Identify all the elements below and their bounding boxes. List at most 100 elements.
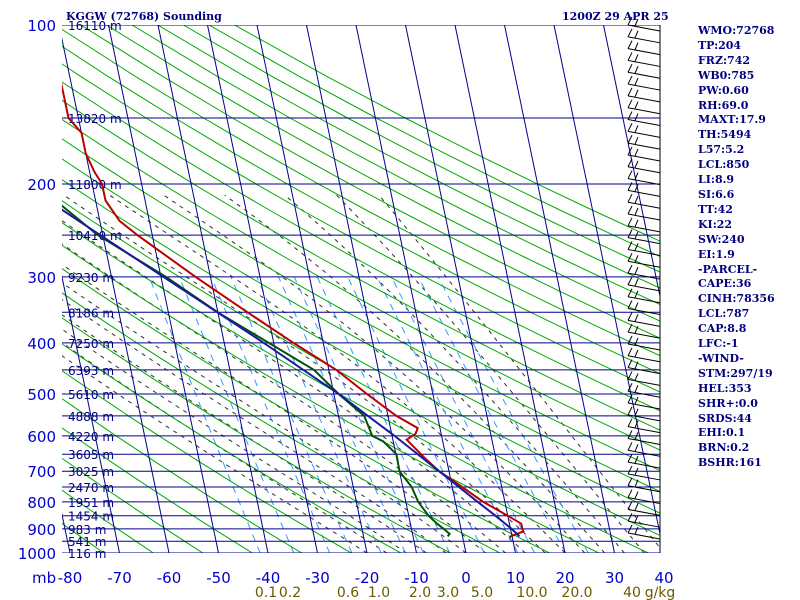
height-label: 3605 m [68,448,114,462]
mixing-ratio-line [148,276,261,553]
wind-barb [627,16,661,32]
wind-barb [627,64,661,79]
wind-barb [627,146,661,162]
wind-barb [627,501,661,516]
mixing-ratio-label: g/kg [645,585,676,600]
index-item: SRDS:44 [698,411,752,425]
index-item: TH:5494 [698,128,752,142]
dry-adiabat [62,45,660,375]
wind-barb [627,489,661,505]
wind-barb [627,512,661,528]
wind-barb-column [627,16,661,553]
mixing-ratio-line [376,276,519,553]
mixing-ratio-label: 0.1 [255,585,277,600]
wind-barb [627,87,661,103]
pressure-unit-label: mb [32,569,56,587]
height-label: 5610 m [68,388,114,402]
index-item: TP:204 [698,38,742,52]
index-item: LCL:787 [698,307,750,321]
temperature-tick-label: -50 [206,569,231,587]
pressure-tick-label: 700 [27,463,56,481]
height-label: 1951 m [68,496,114,510]
height-label: 3025 m [68,465,114,479]
isotherm-line [62,36,170,553]
wind-barb [627,52,661,67]
wind-barb [627,312,661,327]
index-item: LCL:850 [698,158,750,172]
wind-barb [627,158,661,174]
height-label: 541 m [68,535,106,549]
pressure-tick-label: 500 [27,386,56,404]
pressure-tick-label: 900 [27,521,56,539]
temperature-tick-label: 10 [506,569,525,587]
height-label: 8186 m [68,306,114,320]
wind-barb [627,264,661,280]
wind-barb [627,205,661,221]
index-item: LFC:-1 [698,337,739,351]
temperature-tick-label: -70 [107,569,132,587]
isotherm-line [62,274,120,553]
mixing-ratio-label: 2.0 [409,585,431,600]
temperature-tick-label: 40 [654,569,673,587]
pressure-tick-label: 400 [27,335,56,353]
wind-barb [627,75,661,91]
pressure-tick-label: 300 [27,269,56,287]
wind-barb [627,383,661,398]
index-item: KI:22 [698,217,733,231]
isotherm-line [207,25,318,553]
temperature-tick-label: -80 [58,569,83,587]
mixing-ratio-line [417,276,567,553]
sounding-traces [62,82,525,539]
moist-adiabat [336,194,645,553]
mixing-ratio-label: 10.0 [516,585,547,600]
wind-barb [627,323,661,339]
wind-barb [627,134,661,150]
index-item: MAXT:17.9 [698,113,766,127]
index-item: CAPE:36 [698,277,752,291]
pressure-tick-label: 800 [27,494,56,512]
wind-barb [627,111,661,127]
wind-barb [627,300,661,316]
moist-adiabat [62,298,447,553]
mixing-ratio-label: 5.0 [471,585,493,600]
wind-barb [627,335,661,351]
wind-barb [627,123,661,138]
isotherm-line [504,25,615,553]
index-item: BRN:0.2 [698,441,750,455]
pressure-tick-label: 600 [27,428,56,446]
dry-adiabat [80,25,660,339]
height-label: 6393 m [68,364,114,378]
moist-adiabat [62,243,506,553]
temperature-tick-label: -30 [305,569,330,587]
stability-indices-panel: WMO:72768 TP:204 FRZ:742 WB0:785 PW:0.60 RH:6… [698,24,798,471]
moist-adiabat [62,282,467,553]
index-item: -PARCEL- [698,262,758,276]
pressure-tick-label: 200 [27,176,56,194]
moist-adiabat [62,355,368,553]
mixing-ratio-label: 3.0 [437,585,459,600]
wind-barb [627,524,661,540]
mixing-ratio-label: 20.0 [561,585,592,600]
height-label: 7250 m [68,337,114,351]
wind-barb [627,430,661,445]
valid-time: 1200Z 29 APR 25 [562,10,669,23]
wind-barb [627,99,661,115]
index-item: PW:0.60 [698,83,749,97]
index-item: EI:1.9 [698,247,735,261]
wind-barb [627,477,661,493]
wind-barb [627,28,661,44]
wind-barb [627,347,661,363]
mixing-ratio-line [316,276,451,553]
wind-barb [627,465,661,481]
mixing-ratio-label: 0.6 [337,585,359,600]
mixing-ratio-line [391,276,536,553]
dry-adiabat [62,28,660,357]
height-label: 4888 m [68,410,114,424]
temperature-tick-label: -40 [256,569,281,587]
wind-barb [627,276,661,292]
index-item: EHI:0.1 [698,426,746,440]
index-item: L57:5.2 [698,143,745,157]
temperature-tick-label: -20 [355,569,380,587]
wind-barb [627,394,661,410]
